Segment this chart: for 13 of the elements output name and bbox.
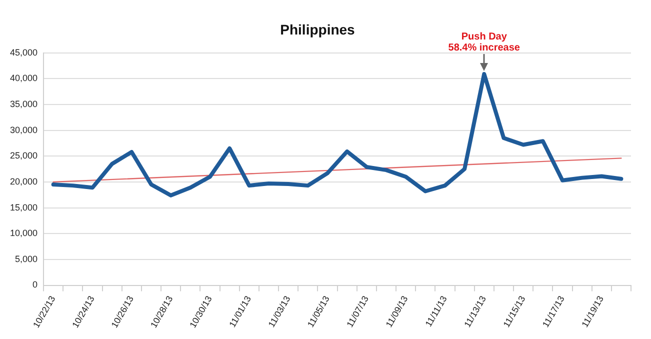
annotation: 58.4% increase <box>448 42 520 54</box>
chart-title: Philippines <box>280 21 356 38</box>
y-tick-label: 10,000 <box>10 228 38 238</box>
y-tick-label: 5,000 <box>14 254 38 264</box>
y-tick-label: 25,000 <box>10 150 38 161</box>
y-tick-label: 40,000 <box>10 73 38 84</box>
y-tick-label: 15,000 <box>10 202 38 212</box>
y-tick-label: 0 <box>32 280 38 290</box>
y-tick-label: 20,000 <box>10 176 38 186</box>
y-tick-label: 30,000 <box>10 124 38 135</box>
y-tick-label: 45,000 <box>10 47 38 58</box>
y-tick-label: 35,000 <box>10 98 38 109</box>
text: Push Day <box>461 32 508 43</box>
